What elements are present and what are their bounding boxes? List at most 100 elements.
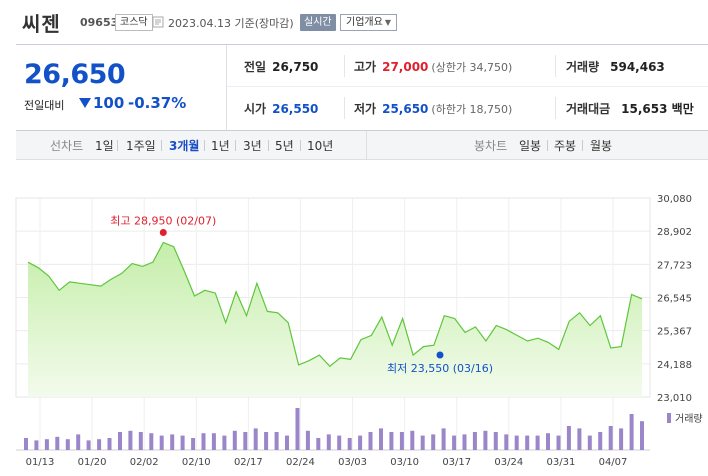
realtime-button[interactable]: 실시간 bbox=[300, 14, 336, 31]
volume-bar bbox=[441, 428, 446, 450]
volume-bar bbox=[368, 432, 373, 450]
x-tick-label: 02/10 bbox=[182, 457, 211, 468]
change-percent: -0.37% bbox=[128, 94, 187, 112]
volume-bar bbox=[86, 440, 91, 450]
period-1y[interactable]: 1년 bbox=[211, 139, 230, 153]
volume-bar bbox=[420, 435, 425, 450]
divider bbox=[555, 97, 556, 119]
stats-row-1: 전일 26,750 고가 27,000 (상한가 34,750) 거래량 594,463 bbox=[227, 45, 708, 87]
volume-bar bbox=[577, 428, 582, 450]
volume-bar bbox=[128, 430, 133, 450]
y-tick-label: 28,902 bbox=[657, 227, 692, 238]
volume-bar bbox=[97, 439, 102, 450]
volume-bar bbox=[305, 430, 310, 450]
divider bbox=[366, 131, 367, 159]
price-line bbox=[27, 241, 643, 368]
y-tick-label: 25,367 bbox=[657, 327, 692, 338]
y-tick-label: 24,188 bbox=[657, 360, 692, 371]
y-tick-label: 27,723 bbox=[657, 260, 692, 271]
candle-monthly[interactable]: 월봉 bbox=[590, 139, 613, 153]
x-tick-label: 01/13 bbox=[26, 457, 55, 468]
volume-bar bbox=[399, 432, 404, 450]
volume-bar bbox=[452, 435, 457, 450]
volume-bar bbox=[566, 426, 571, 450]
volume-bar bbox=[76, 434, 81, 450]
max-label: 최고 28,950 (02/07) bbox=[110, 214, 216, 227]
volume-legend-swatch bbox=[667, 413, 671, 423]
period-3y[interactable]: 3년 bbox=[243, 139, 262, 153]
candle-weekly[interactable]: 주봉 bbox=[554, 139, 577, 153]
candle-chart-label: 봉차트 bbox=[474, 139, 508, 153]
volume-bar bbox=[295, 408, 300, 450]
stock-code: 096530 bbox=[80, 16, 126, 29]
volume-bar bbox=[316, 438, 321, 450]
period-10y[interactable]: 10년 bbox=[307, 139, 334, 153]
volume-bar bbox=[149, 433, 154, 450]
x-axis: 01/13 01/20 02/02 02/10 02/17 02/24 03/03 03/10… bbox=[26, 457, 628, 468]
x-tick-label: 03/03 bbox=[338, 457, 367, 468]
y-tick-label: 23,010 bbox=[657, 393, 692, 404]
volume-bar bbox=[180, 435, 185, 450]
period-1w[interactable]: 1주일 bbox=[126, 139, 156, 153]
volume-bar bbox=[232, 430, 237, 450]
stat-low: 저가 25,650 (하한가 18,750) bbox=[354, 102, 513, 116]
price-stats: 전일 26,750 고가 27,000 (상한가 34,750) 거래량 594,463… bbox=[227, 45, 708, 130]
divider bbox=[547, 140, 548, 151]
divider bbox=[268, 140, 269, 151]
volume-bar bbox=[410, 430, 415, 450]
x-tick-label: 03/31 bbox=[546, 457, 575, 468]
y-axis: 30,080 28,902 27,723 26,545 25,367 24,188 23,0… bbox=[657, 194, 692, 404]
stat-open: 시가 26,550 bbox=[244, 102, 319, 116]
volume-bar bbox=[619, 428, 624, 450]
volume-bar bbox=[191, 438, 196, 450]
down-arrow-icon bbox=[79, 98, 91, 108]
divider bbox=[555, 55, 556, 77]
volume-bar bbox=[211, 433, 216, 450]
x-tick-label: 03/17 bbox=[442, 457, 471, 468]
volume-bar bbox=[525, 435, 530, 450]
volume-bar bbox=[608, 426, 613, 450]
x-tick-label: 03/24 bbox=[494, 457, 523, 468]
period-3m[interactable]: 3개월 bbox=[169, 139, 200, 153]
volume-bar bbox=[24, 438, 28, 450]
current-price-box: 26,650 전일대비 100 -0.37% bbox=[16, 45, 227, 130]
clock-icon bbox=[152, 16, 164, 28]
period-1d[interactable]: 1일 bbox=[95, 139, 114, 153]
volume-bar bbox=[243, 432, 248, 450]
price-summary: 26,650 전일대비 100 -0.37% 전일 26,750 고가 27,000… bbox=[16, 44, 708, 131]
volume-bar bbox=[34, 440, 39, 450]
volume-bar bbox=[587, 435, 592, 450]
divider bbox=[300, 140, 301, 151]
volume-bar bbox=[347, 438, 352, 450]
volume-bar bbox=[170, 434, 175, 450]
x-tick-label: 02/17 bbox=[234, 457, 263, 468]
volume-bar bbox=[640, 421, 644, 450]
max-marker bbox=[159, 228, 167, 236]
period-5y[interactable]: 5년 bbox=[275, 139, 294, 153]
volume-bar bbox=[285, 435, 289, 450]
current-price: 26,650 bbox=[24, 59, 126, 90]
volume-bar bbox=[389, 432, 394, 450]
period-bar: 선차트 1일 1주일 3개월 1년 3년 5년 10년 봉차트 일봉 주봉 월봉 bbox=[16, 131, 708, 160]
volume-bar bbox=[493, 432, 498, 450]
x-tick-label: 02/24 bbox=[286, 457, 315, 468]
x-tick-label: 02/02 bbox=[130, 457, 159, 468]
divider bbox=[204, 140, 205, 151]
candle-daily[interactable]: 일봉 bbox=[519, 139, 542, 153]
company-info-button[interactable]: 기업개요 ▼ bbox=[340, 14, 397, 31]
divider bbox=[344, 97, 345, 119]
volume-bars bbox=[24, 408, 644, 450]
x-tick-label: 01/20 bbox=[78, 457, 107, 468]
min-marker bbox=[436, 351, 444, 359]
volume-bar bbox=[222, 435, 227, 450]
volume-legend-label: 거래량 bbox=[675, 413, 703, 425]
stat-high: 고가 27,000 (상한가 34,750) bbox=[354, 60, 513, 74]
volume-bar bbox=[598, 432, 603, 450]
volume-bar bbox=[118, 432, 122, 450]
market-badge: 코스닥 bbox=[115, 14, 153, 31]
divider bbox=[117, 140, 118, 151]
divider bbox=[344, 55, 345, 77]
volume-bar bbox=[504, 434, 509, 450]
divider bbox=[582, 140, 583, 151]
y-tick-label: 26,545 bbox=[657, 294, 692, 305]
